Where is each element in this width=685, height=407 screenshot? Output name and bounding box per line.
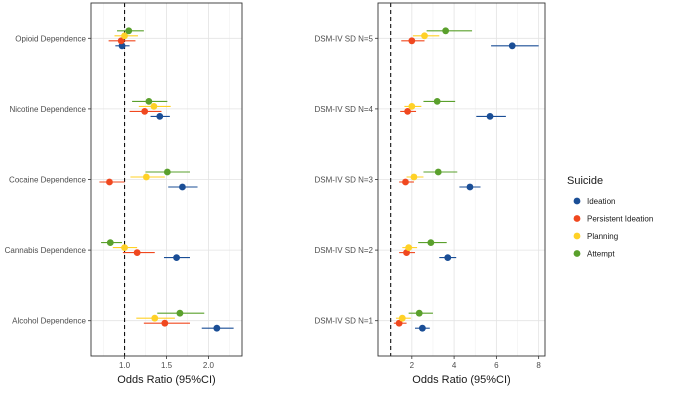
legend-item: Ideation (573, 197, 615, 206)
x-tick-label: 2.0 (203, 361, 215, 370)
data-point (410, 173, 418, 181)
data-point (444, 254, 452, 261)
data-point (173, 254, 180, 261)
x-axis-title: Odds Ratio (95%CI) (412, 374, 510, 386)
legend-item: Planning (573, 232, 618, 241)
x-tick-label: 8 (536, 361, 541, 370)
data-point (418, 324, 426, 332)
legend-item: Persistent Ideation (573, 215, 653, 224)
legend-key (573, 250, 581, 257)
data-point (486, 113, 494, 120)
y-tick-label: DSM-IV SD N=1 (315, 317, 374, 326)
x-tick-label: 1.5 (161, 361, 173, 370)
data-point (106, 178, 113, 186)
y-tick-label: Alcohol Dependence (12, 317, 86, 326)
data-point (145, 98, 153, 105)
data-point (213, 324, 221, 332)
data-point (427, 239, 435, 247)
data-point (118, 42, 126, 50)
legend-key (573, 215, 581, 222)
legend-item-label: Planning (587, 232, 618, 241)
data-point (508, 42, 516, 50)
y-tick-label: DSM-IV SD N=5 (315, 34, 374, 43)
data-point (133, 249, 141, 256)
legend: Suicide Ideation Persistent Ideation Planni… (567, 175, 653, 259)
data-point (117, 37, 125, 45)
data-point (156, 113, 164, 120)
y-tick-label: DSM-IV SD N=4 (315, 105, 374, 114)
y-tick-label: Cocaine Dependence (9, 176, 86, 185)
legend-item-label: Persistent Ideation (587, 215, 653, 224)
y-tick-label: Cannabis Dependence (5, 246, 87, 255)
x-axis-title: Odds Ratio (95%CI) (117, 374, 215, 386)
data-point (421, 32, 428, 40)
x-tick-label: 4 (452, 361, 457, 370)
data-point (402, 178, 409, 186)
y-tick-label: DSM-IV SD N=3 (315, 176, 374, 185)
data-point (150, 103, 158, 110)
data-point (121, 32, 128, 40)
legend-key (573, 197, 581, 205)
y-tick-label: Nicotine Dependence (10, 105, 87, 114)
chart-panel-2: DSM-IV SD N=5 DSM-IV SD N=4 DSM-IV SD N=3 D… (315, 2, 546, 386)
x-tick-label: 6 (494, 361, 499, 370)
data-point (141, 108, 149, 115)
data-point (408, 37, 416, 45)
chart-panel-1: Opioid Dependence Nicotine Dependence Coca… (5, 2, 243, 386)
data-point (466, 183, 474, 191)
y-tick-label: Opioid Dependence (15, 34, 86, 43)
data-point (442, 27, 450, 35)
data-point (395, 319, 403, 327)
data-point (405, 244, 413, 252)
data-point (415, 309, 423, 317)
data-point (161, 319, 169, 327)
data-point (106, 239, 114, 247)
legend-item-label: Ideation (587, 197, 615, 206)
data-point (434, 168, 442, 176)
data-point (408, 103, 416, 110)
x-tick-label: 1.0 (119, 361, 131, 370)
data-point (125, 27, 133, 35)
data-point (142, 173, 150, 181)
data-point (163, 168, 171, 176)
data-point (121, 244, 128, 252)
legend-item-label: Attempt (587, 250, 615, 259)
data-point (433, 98, 441, 105)
data-point (179, 183, 186, 191)
data-point (404, 108, 411, 115)
legend-key (573, 232, 581, 240)
x-tick-label: 2 (410, 361, 415, 370)
data-point (151, 314, 159, 322)
data-point (398, 314, 406, 322)
data-point (176, 309, 184, 317)
y-tick-label: DSM-IV SD N=2 (315, 246, 374, 255)
legend-item: Attempt (573, 250, 615, 259)
legend-title: Suicide (567, 175, 603, 187)
